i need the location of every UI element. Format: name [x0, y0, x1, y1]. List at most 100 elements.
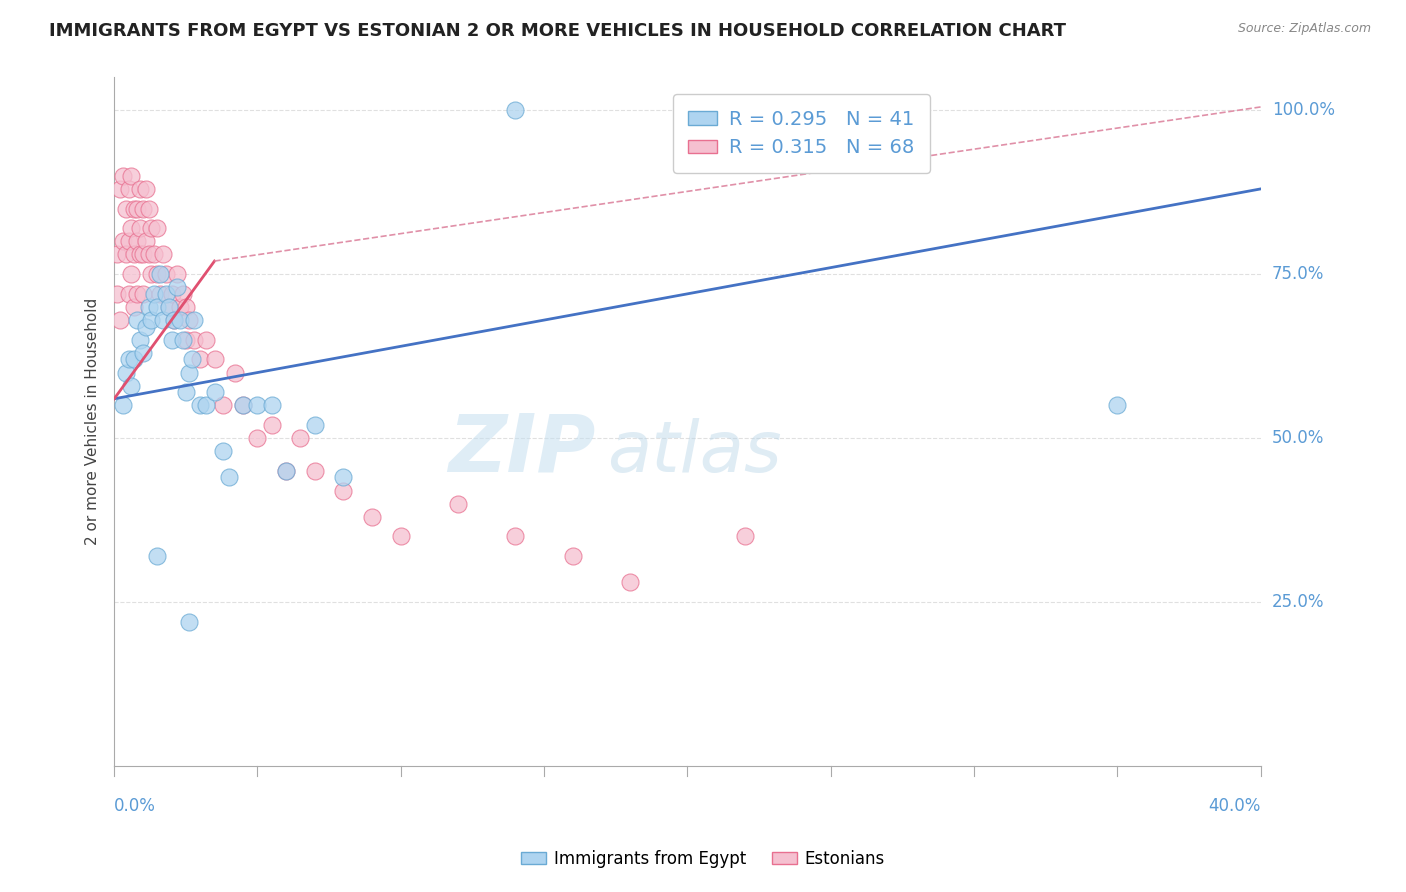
Point	[166, 280, 188, 294]
Point	[120, 378, 142, 392]
Point	[304, 417, 326, 432]
Point	[194, 398, 217, 412]
Point	[122, 202, 145, 216]
Point	[111, 398, 134, 412]
Point	[276, 464, 298, 478]
Point	[246, 431, 269, 445]
Point	[138, 202, 160, 216]
Point	[174, 385, 197, 400]
Point	[160, 286, 183, 301]
Point	[177, 366, 200, 380]
Point	[260, 417, 283, 432]
Point	[122, 247, 145, 261]
Point	[183, 313, 205, 327]
Text: ZIP: ZIP	[449, 410, 596, 488]
Legend: R = 0.295   N = 41, R = 0.315   N = 68: R = 0.295 N = 41, R = 0.315 N = 68	[672, 94, 929, 173]
Point	[127, 202, 149, 216]
Point	[447, 497, 470, 511]
Point	[149, 267, 172, 281]
Point	[127, 313, 149, 327]
Point	[169, 300, 191, 314]
Point	[135, 182, 157, 196]
Point	[505, 529, 527, 543]
Text: 50.0%: 50.0%	[1272, 429, 1324, 447]
Point	[146, 300, 169, 314]
Point	[218, 470, 240, 484]
Point	[138, 247, 160, 261]
Text: Source: ZipAtlas.com: Source: ZipAtlas.com	[1237, 22, 1371, 36]
Point	[143, 286, 166, 301]
Point	[260, 398, 283, 412]
Point	[108, 313, 131, 327]
Point	[120, 221, 142, 235]
Point	[361, 509, 384, 524]
Text: IMMIGRANTS FROM EGYPT VS ESTONIAN 2 OR MORE VEHICLES IN HOUSEHOLD CORRELATION CH: IMMIGRANTS FROM EGYPT VS ESTONIAN 2 OR M…	[49, 22, 1066, 40]
Point	[619, 575, 641, 590]
Point	[129, 247, 152, 261]
Point	[561, 549, 583, 563]
Point	[155, 286, 177, 301]
Text: 75.0%: 75.0%	[1272, 265, 1324, 283]
Point	[290, 431, 312, 445]
Point	[276, 464, 298, 478]
Point	[163, 313, 186, 327]
Point	[117, 352, 139, 367]
Point	[232, 398, 254, 412]
Point	[132, 346, 155, 360]
Point	[304, 464, 326, 478]
Point	[122, 300, 145, 314]
Point	[120, 169, 142, 183]
Point	[152, 247, 174, 261]
Point	[166, 267, 188, 281]
Point	[332, 470, 354, 484]
Point	[246, 398, 269, 412]
Point	[160, 333, 183, 347]
Text: 0.0%: 0.0%	[114, 797, 156, 814]
Text: 25.0%: 25.0%	[1272, 593, 1324, 611]
Point	[141, 267, 163, 281]
Point	[141, 221, 163, 235]
Text: 40.0%: 40.0%	[1208, 797, 1261, 814]
Text: 100.0%: 100.0%	[1272, 101, 1334, 120]
Point	[111, 235, 134, 249]
Point	[120, 267, 142, 281]
Point	[212, 444, 235, 458]
Point	[180, 352, 202, 367]
Point	[1107, 398, 1129, 412]
Point	[129, 333, 152, 347]
Point	[114, 202, 136, 216]
Point	[129, 182, 152, 196]
Point	[174, 333, 197, 347]
Point	[146, 221, 169, 235]
Point	[188, 398, 211, 412]
Point	[141, 313, 163, 327]
Point	[138, 300, 160, 314]
Point	[117, 235, 139, 249]
Point	[505, 103, 527, 118]
Point	[194, 333, 217, 347]
Point	[155, 267, 177, 281]
Point	[183, 333, 205, 347]
Point	[146, 267, 169, 281]
Point	[157, 300, 180, 314]
Point	[157, 300, 180, 314]
Point	[212, 398, 235, 412]
Point	[734, 529, 756, 543]
Point	[204, 352, 226, 367]
Point	[132, 247, 155, 261]
Point	[127, 286, 149, 301]
Text: atlas: atlas	[607, 418, 782, 487]
Point	[204, 385, 226, 400]
Point	[111, 169, 134, 183]
Point	[132, 286, 155, 301]
Point	[105, 286, 128, 301]
Point	[172, 286, 194, 301]
Point	[389, 529, 412, 543]
Point	[146, 549, 169, 563]
Point	[114, 366, 136, 380]
Point	[152, 313, 174, 327]
Point	[232, 398, 254, 412]
Point	[135, 235, 157, 249]
Point	[117, 182, 139, 196]
Point	[114, 247, 136, 261]
